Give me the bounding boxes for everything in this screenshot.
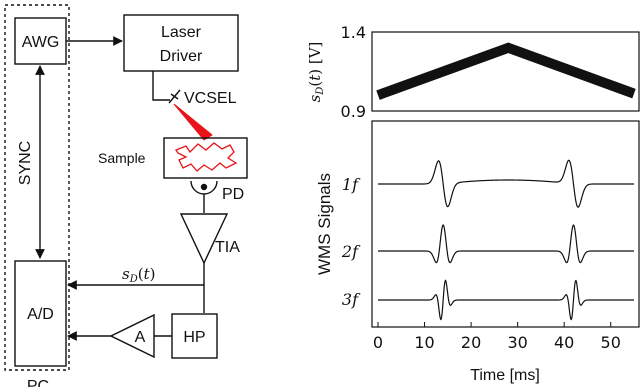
scatter-path — [175, 142, 238, 172]
vcsel-label: VCSEL — [184, 90, 237, 107]
laser-driver-label-2: Driver — [160, 48, 203, 65]
signal-label: sD(t) — [122, 265, 155, 285]
ad-label: A/D — [27, 306, 54, 323]
ramp-ytick-label: 1.4 — [341, 23, 366, 42]
hp-label: HP — [183, 329, 205, 346]
sample-label: Sample — [98, 150, 146, 166]
laser-driver-label-1: Laser — [161, 24, 202, 41]
wms-series-label: 1f — [342, 175, 361, 194]
pd-label: PD — [222, 186, 244, 203]
sample-block — [163, 137, 248, 179]
amp-label: A — [135, 329, 146, 346]
laser-beam — [173, 103, 213, 141]
vcsel-symbol — [168, 89, 181, 104]
ramp-ylabel: sD(t) [V] — [306, 42, 326, 103]
wms-ylabel: WMS Signals — [315, 173, 334, 275]
ramp-plot: 0.9 1.4 sD(t) [V] — [306, 23, 640, 121]
wms-xtick-label: 10 — [414, 333, 434, 352]
tia-label: TIA — [215, 239, 240, 256]
wms-plot: 0 10 20 30 40 50 WMS Signals Time [ms] 1f 2f 3f — [315, 120, 640, 384]
block-diagram — [4, 4, 248, 371]
wms-xlabel: Time [ms] — [470, 367, 540, 384]
wms-series-label: 3f — [342, 290, 361, 309]
ramp-ytick-label: 0.9 — [341, 102, 366, 121]
wms-xtick-label: 0 — [373, 333, 383, 352]
wms-series-1f — [378, 159, 634, 208]
wms-plot-frame — [371, 120, 640, 328]
wms-series-2f — [378, 224, 634, 264]
driver-vcsel-wire — [152, 71, 170, 101]
tia-symbol — [179, 213, 229, 265]
laser-driver-block — [123, 14, 239, 72]
amplifier-symbol — [109, 313, 155, 359]
wms-xtick-label: 40 — [554, 333, 574, 352]
sync-label: SYNC — [17, 141, 34, 185]
awg-label: AWG — [22, 34, 60, 51]
pc-enclosure — [4, 4, 70, 371]
ad-block — [14, 260, 67, 367]
ramp-plot-frame — [371, 31, 640, 112]
wms-xtick-label: 20 — [461, 333, 481, 352]
diagram-labels: AWG Laser Driver VCSEL Sample PD TIA A/D… — [17, 24, 244, 387]
ramp-series-line — [376, 42, 636, 100]
wms-series-3f — [378, 279, 634, 321]
photodetector-dot — [200, 183, 208, 191]
wms-xtick-label: 30 — [507, 333, 527, 352]
wms-series-label: 2f — [341, 242, 361, 261]
wms-xtick-label: 50 — [601, 333, 621, 352]
pc-label: PC — [27, 378, 49, 387]
